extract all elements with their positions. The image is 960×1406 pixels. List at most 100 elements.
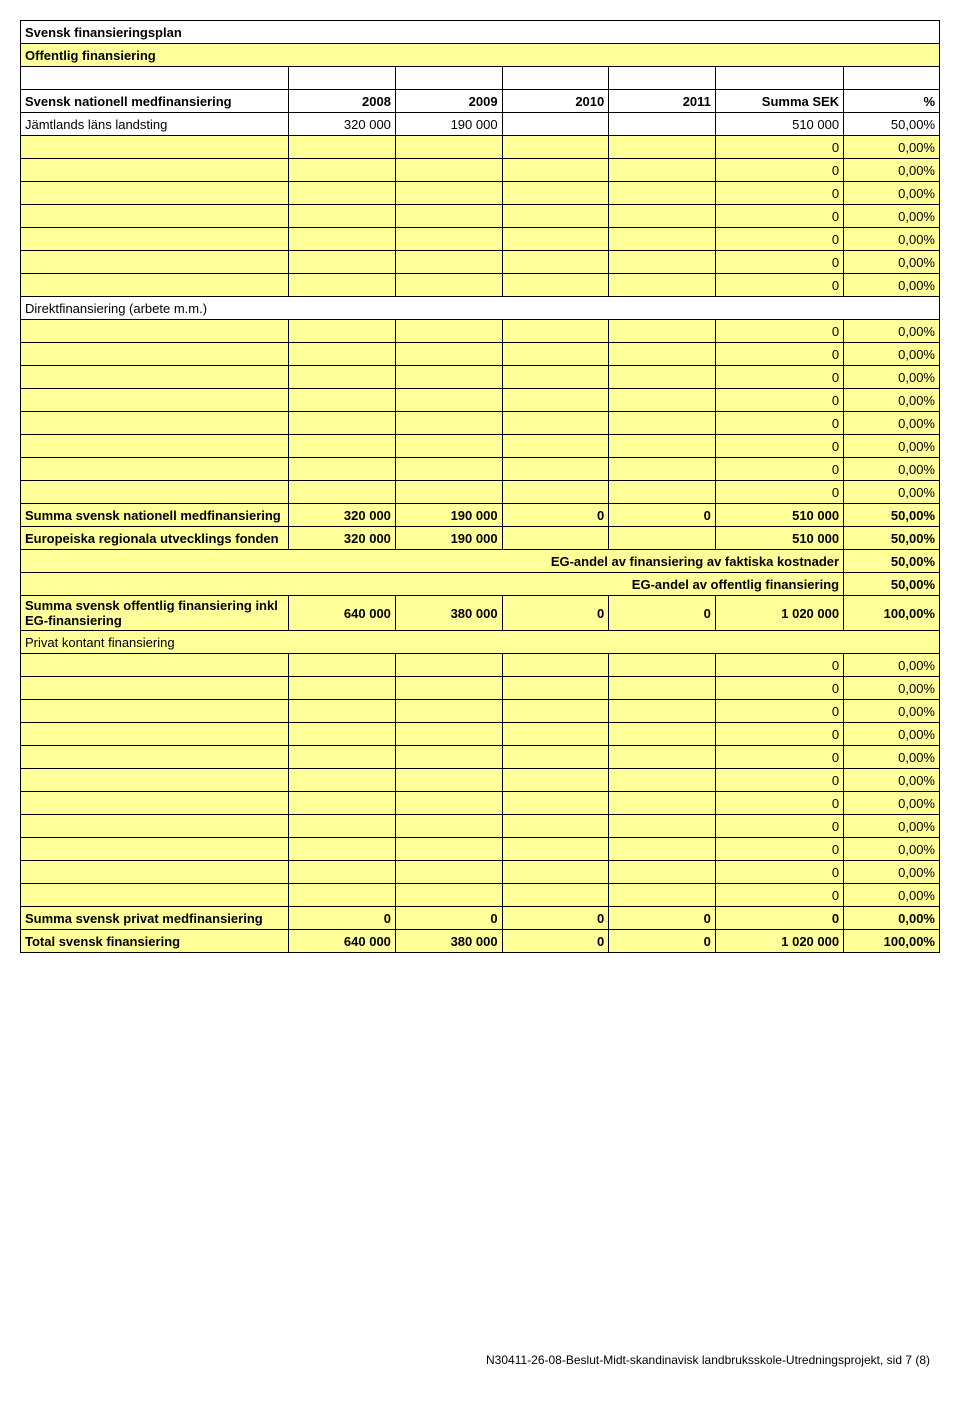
- cell-pct: 0,00%: [844, 815, 940, 838]
- header-y3: 2010: [502, 90, 609, 113]
- cell-sum: 0: [715, 343, 843, 366]
- zero-row: 00,00%: [21, 458, 940, 481]
- row-total: Total svensk finansiering 640 000 380 00…: [21, 930, 940, 953]
- cell-pct: 0,00%: [844, 251, 940, 274]
- cell-pct: 0,00%: [844, 700, 940, 723]
- cell-label: Total svensk finansiering: [21, 930, 289, 953]
- cell-pct: 50,00%: [844, 573, 940, 596]
- subtitle-row: Offentlig finansiering: [21, 44, 940, 67]
- header-label: Svensk nationell medfinansiering: [21, 90, 289, 113]
- cell-v4: [609, 113, 716, 136]
- cell-sum: 0: [715, 654, 843, 677]
- cell-label: Jämtlands läns landsting: [21, 113, 289, 136]
- cell-pct: 0,00%: [844, 746, 940, 769]
- cell-pct: 0,00%: [844, 228, 940, 251]
- cell-pct: 0,00%: [844, 182, 940, 205]
- cell-pct: 100,00%: [844, 930, 940, 953]
- cell-v1: 320 000: [289, 527, 396, 550]
- header-pct: %: [844, 90, 940, 113]
- zero-row: 00,00%: [21, 884, 940, 907]
- header-y1: 2008: [289, 90, 396, 113]
- cell-pct: 0,00%: [844, 458, 940, 481]
- cell-v2: 190 000: [395, 504, 502, 527]
- cell-v4: 0: [609, 907, 716, 930]
- zero-row: 00,00%: [21, 746, 940, 769]
- cell-pct: 100,00%: [844, 596, 940, 631]
- cell-pct: 0,00%: [844, 343, 940, 366]
- title-cell: Svensk finansieringsplan: [21, 21, 940, 44]
- cell-pct: 0,00%: [844, 412, 940, 435]
- cell-label: EG-andel av finansiering av faktiska kos…: [21, 550, 844, 573]
- cell-v3: 0: [502, 596, 609, 631]
- row-summa-privat: Summa svensk privat medfinansiering 0 0 …: [21, 907, 940, 930]
- zero-row: 00,00%: [21, 182, 940, 205]
- cell-sum: 1 020 000: [715, 596, 843, 631]
- subtitle-cell: Offentlig finansiering: [21, 44, 940, 67]
- zero-row: 00,00%: [21, 700, 940, 723]
- cell-sum: 510 000: [715, 527, 843, 550]
- zero-row: 00,00%: [21, 412, 940, 435]
- zero-row: 00,00%: [21, 677, 940, 700]
- row-direkt: Direktfinansiering (arbete m.m.): [21, 297, 940, 320]
- cell-pct: 0,00%: [844, 435, 940, 458]
- cell-sum: 0: [715, 182, 843, 205]
- cell-sum: 1 020 000: [715, 930, 843, 953]
- financing-table: Svensk finansieringsplan Offentlig finan…: [20, 20, 940, 953]
- cell-pct: 0,00%: [844, 159, 940, 182]
- cell-v3: 0: [502, 930, 609, 953]
- header-y2: 2009: [395, 90, 502, 113]
- cell-pct: 0,00%: [844, 205, 940, 228]
- cell-v2: 190 000: [395, 113, 502, 136]
- cell-v4: [609, 527, 716, 550]
- cell-label: Summa svensk offentlig finansiering inkl…: [21, 596, 289, 631]
- title-row: Svensk finansieringsplan: [21, 21, 940, 44]
- cell-pct: 0,00%: [844, 769, 940, 792]
- cell-v1: 640 000: [289, 596, 396, 631]
- cell-label: Direktfinansiering (arbete m.m.): [21, 297, 940, 320]
- cell-v2: 190 000: [395, 527, 502, 550]
- cell-sum: 0: [715, 861, 843, 884]
- cell-sum: 0: [715, 815, 843, 838]
- cell-pct: 50,00%: [844, 504, 940, 527]
- cell-pct: 0,00%: [844, 723, 940, 746]
- cell-sum: 0: [715, 435, 843, 458]
- cell-pct: 0,00%: [844, 792, 940, 815]
- cell-sum: 510 000: [715, 113, 843, 136]
- cell-pct: 0,00%: [844, 366, 940, 389]
- cell-v1: 640 000: [289, 930, 396, 953]
- cell-pct: 0,00%: [844, 838, 940, 861]
- cell-sum: 0: [715, 792, 843, 815]
- cell-pct: 50,00%: [844, 113, 940, 136]
- row-eu-regional: Europeiska regionala utvecklings fonden …: [21, 527, 940, 550]
- cell-sum: 0: [715, 458, 843, 481]
- cell-pct: 0,00%: [844, 481, 940, 504]
- cell-sum: 0: [715, 274, 843, 297]
- row-summa-nationell: Summa svensk nationell medfinansiering 3…: [21, 504, 940, 527]
- spacer-row: [21, 67, 940, 90]
- zero-row: 00,00%: [21, 320, 940, 343]
- cell-pct: 0,00%: [844, 136, 940, 159]
- cell-sum: 510 000: [715, 504, 843, 527]
- zero-row: 00,00%: [21, 481, 940, 504]
- row-eg-offentlig: EG-andel av offentlig finansiering 50,00…: [21, 573, 940, 596]
- zero-row: 00,00%: [21, 838, 940, 861]
- zero-row: 00,00%: [21, 205, 940, 228]
- row-summa-offentlig: Summa svensk offentlig finansiering inkl…: [21, 596, 940, 631]
- header-sum: Summa SEK: [715, 90, 843, 113]
- cell-label: EG-andel av offentlig finansiering: [21, 573, 844, 596]
- cell-v3: 0: [502, 907, 609, 930]
- zero-row: 00,00%: [21, 815, 940, 838]
- header-row: Svensk nationell medfinansiering 2008 20…: [21, 90, 940, 113]
- cell-sum: 0: [715, 320, 843, 343]
- cell-sum: 0: [715, 907, 843, 930]
- zero-row: 00,00%: [21, 792, 940, 815]
- cell-v4: 0: [609, 504, 716, 527]
- cell-pct: 0,00%: [844, 861, 940, 884]
- zero-row: 00,00%: [21, 274, 940, 297]
- cell-sum: 0: [715, 136, 843, 159]
- cell-sum: 0: [715, 389, 843, 412]
- zero-row: 00,00%: [21, 769, 940, 792]
- header-y4: 2011: [609, 90, 716, 113]
- cell-label: Privat kontant finansiering: [21, 631, 940, 654]
- cell-v1: 320 000: [289, 504, 396, 527]
